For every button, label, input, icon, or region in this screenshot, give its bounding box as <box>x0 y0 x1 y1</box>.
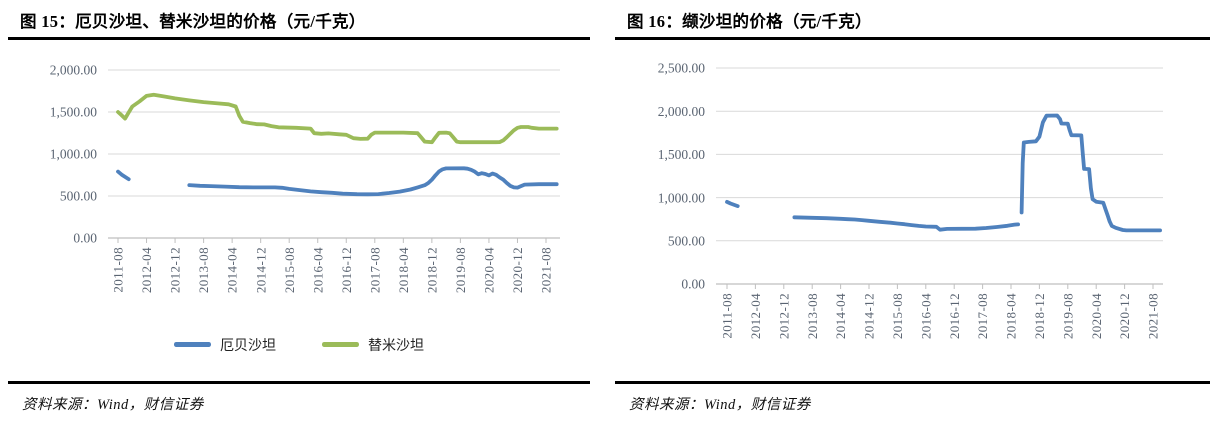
y-axis-tick-label: 500.00 <box>668 233 705 248</box>
bottom-rule <box>8 381 590 384</box>
legend-item-irbesartan: 厄贝沙坦 <box>174 335 276 355</box>
x-axis-tick-label: 2013-08 <box>805 293 820 339</box>
x-axis-tick-label: 2016-12 <box>947 293 962 339</box>
x-axis-tick-label: 2018-12 <box>1032 293 1047 339</box>
panel-figure-16: 图 16：缬沙坦的价格（元/千克） 0.00 500.00 1,000.00 1,50… <box>615 0 1210 433</box>
x-axis-tick-label: 2018-04 <box>1004 293 1019 339</box>
price-chart-valsartan: 0.00 500.00 1,000.00 1,500.00 2,000.00 2,500.… <box>658 60 1163 339</box>
x-axis-tick-label: 2011-08 <box>720 293 735 339</box>
legend-label: 厄贝沙坦 <box>220 338 276 354</box>
source-text: 资料来源：Wind，财信证券 <box>22 397 204 413</box>
series-line-valsartan <box>725 199 740 208</box>
source-text: 资料来源：Wind，财信证券 <box>629 397 811 413</box>
x-axis-tick-label: 2019-08 <box>1060 293 1075 339</box>
x-axis-tick-label: 2018-12 <box>424 247 439 293</box>
series-line-telmisartan <box>116 92 559 144</box>
y-axis-tick-label: 1,000.00 <box>50 146 98 161</box>
source-block: 资料来源：Wind，财信证券 <box>8 381 590 433</box>
x-axis-tick-label: 2017-08 <box>367 247 382 293</box>
x-axis-tick-label: 2012-12 <box>168 247 183 293</box>
x-axis-tick-label: 2016-04 <box>918 293 933 339</box>
series-line-valsartan <box>792 214 1021 232</box>
y-axis-tick-label: 500.00 <box>60 188 97 203</box>
x-axis-tick-label: 2014-12 <box>253 247 268 293</box>
x-axis-tick-label: 2012-04 <box>748 293 763 339</box>
series-line-irbesartan <box>187 165 559 196</box>
chart-title-16: 图 16：缬沙坦的价格（元/千克） <box>627 12 872 31</box>
bottom-rule <box>615 381 1210 384</box>
legend-line-swatch <box>174 342 211 347</box>
y-axis-tick-label: 1,000.00 <box>658 190 706 205</box>
title-rule <box>8 37 590 40</box>
y-axis-tick-label: 2,500.00 <box>658 60 706 75</box>
x-axis-tick-label: 2012-04 <box>139 247 154 293</box>
x-axis-tick-label: 2016-12 <box>339 247 354 293</box>
price-chart-irbesartan-telmisartan: 0.00 500.00 1,000.00 1,500.00 2,000.00 2011-0… <box>50 62 560 293</box>
y-axis-tick-label: 1,500.00 <box>50 104 98 119</box>
x-axis-tick-label: 2019-08 <box>453 247 468 293</box>
x-axis-tick-label: 2015-08 <box>890 293 905 339</box>
x-axis-tick-label: 2015-08 <box>282 247 297 293</box>
x-axis-tick-label: 2021-08 <box>539 247 554 293</box>
series-line-valsartan <box>1019 113 1162 232</box>
x-axis-tick-label: 2013-08 <box>196 247 211 293</box>
source-block: 资料来源：Wind，财信证券 <box>615 381 1210 433</box>
x-axis-tick-label: 2011-08 <box>111 247 126 293</box>
y-axis-tick-label: 0.00 <box>73 230 97 245</box>
x-axis-tick-label: 2012-12 <box>776 293 791 339</box>
x-axis-tick-label: 2020-04 <box>482 247 497 293</box>
y-axis-tick-label: 1,500.00 <box>658 147 706 162</box>
chart-legend: 厄贝沙坦 替米沙坦 <box>8 335 590 355</box>
panel-figure-15: 图 15：厄贝沙坦、替米沙坦的价格（元/千克） 0.00 500.00 1,000.… <box>8 0 590 433</box>
x-axis-tick-label: 2016-04 <box>310 247 325 293</box>
x-axis-tick-label: 2020-12 <box>1117 293 1132 339</box>
x-axis-tick-label: 2017-08 <box>975 293 990 339</box>
x-axis-tick-label: 2021-08 <box>1146 293 1161 339</box>
title-rule <box>615 37 1210 40</box>
x-axis-tick-label: 2014-04 <box>225 247 240 293</box>
y-axis-tick-label: 2,000.00 <box>50 62 98 77</box>
series-line-irbesartan <box>116 169 131 181</box>
legend-item-telmisartan: 替米沙坦 <box>322 335 424 355</box>
x-axis-tick-label: 2020-12 <box>510 247 525 293</box>
x-axis-tick-label: 2020-04 <box>1089 293 1104 339</box>
legend-line-swatch <box>322 342 359 347</box>
x-axis-tick-label: 2014-04 <box>833 293 848 339</box>
x-axis-tick-label: 2018-04 <box>396 247 411 293</box>
legend-label: 替米沙坦 <box>368 338 424 354</box>
chart-title-15: 图 15：厄贝沙坦、替米沙坦的价格（元/千克） <box>20 12 366 31</box>
y-axis-tick-label: 0.00 <box>681 276 705 291</box>
x-axis-tick-label: 2014-12 <box>862 293 877 339</box>
y-axis-tick-label: 2,000.00 <box>658 103 706 118</box>
